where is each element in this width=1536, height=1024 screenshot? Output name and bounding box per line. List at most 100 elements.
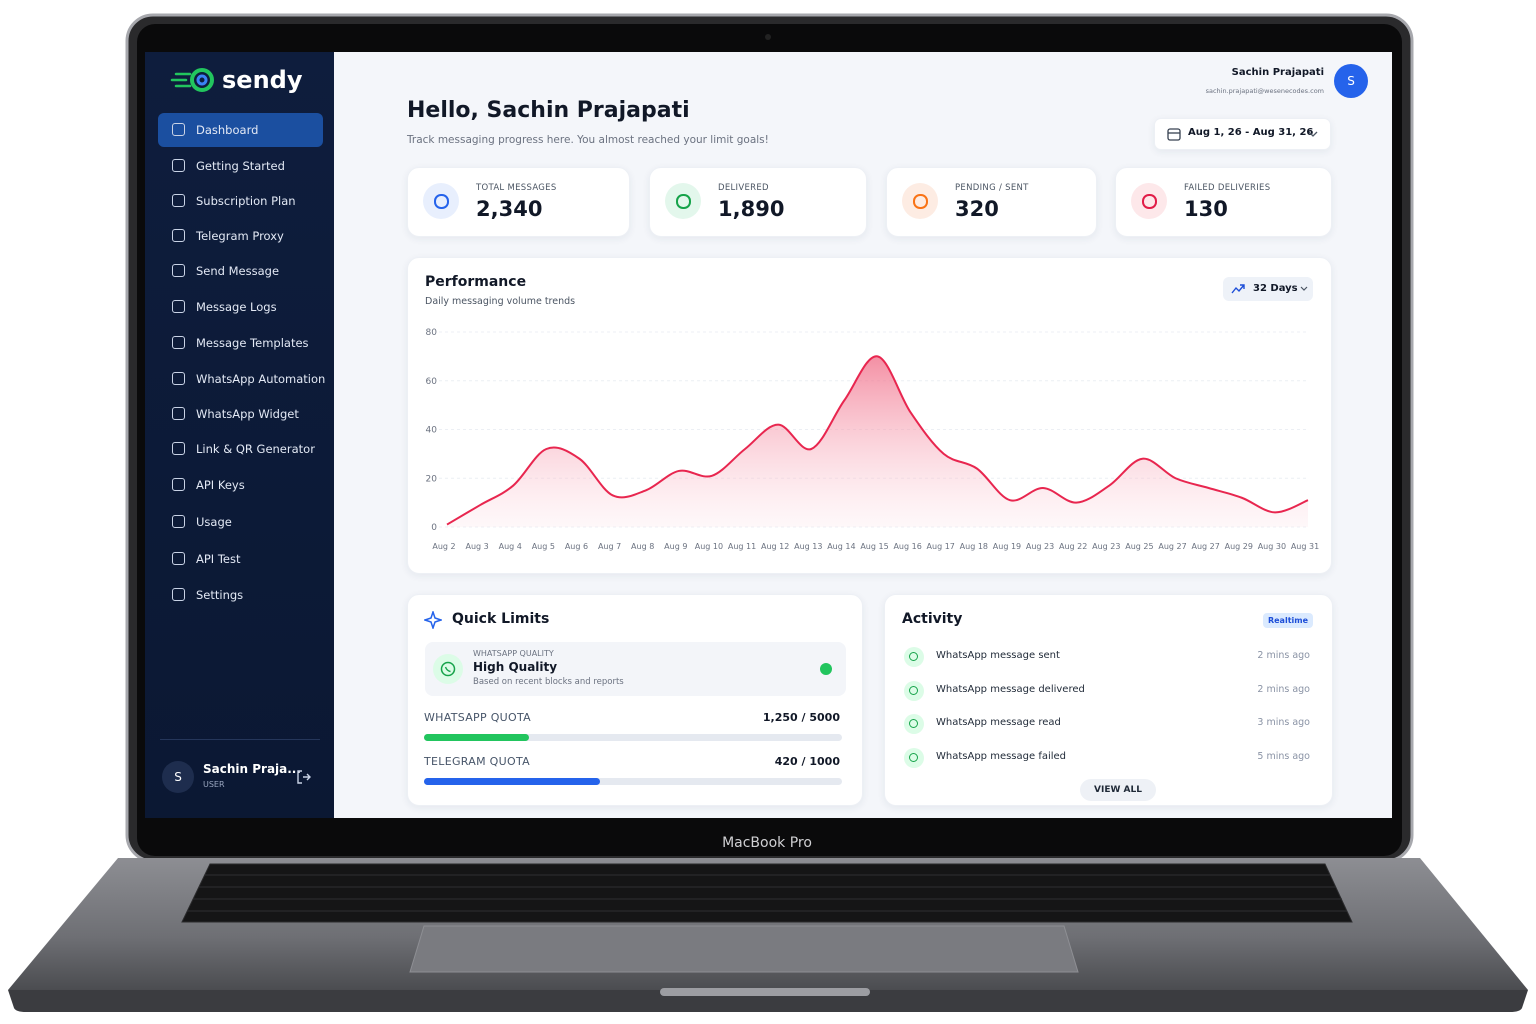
nav-icon xyxy=(172,588,185,601)
y-tick-label: 40 xyxy=(426,426,438,436)
nav-item[interactable]: Dashboard xyxy=(158,113,323,147)
nav-item[interactable]: Message Logs xyxy=(158,290,323,324)
quick-limits-card: Quick Limits WHATSAPP QUALITY High Quali… xyxy=(407,594,863,806)
activity-text: WhatsApp message sent xyxy=(936,650,1060,661)
chart-subtitle: Daily messaging volume trends xyxy=(425,296,576,307)
nav-label: API Keys xyxy=(196,478,245,492)
calendar-icon xyxy=(1167,128,1181,141)
x-tick-label: Aug 3 xyxy=(465,542,488,551)
nav-item[interactable]: API Keys xyxy=(158,468,323,502)
activity-time: 3 mins ago xyxy=(1257,717,1310,729)
activity-text: WhatsApp message failed xyxy=(936,751,1067,763)
activity-icon xyxy=(904,748,924,769)
quota-value: 1,250 / 5000 xyxy=(762,711,840,724)
range-button[interactable]: 32 Days xyxy=(1223,277,1313,301)
view-all-button[interactable]: VIEW ALL xyxy=(1080,779,1156,801)
nav-label: Telegram Proxy xyxy=(196,229,284,243)
activity-icon xyxy=(904,714,924,735)
chevron xyxy=(1300,286,1308,291)
nav-label: Getting Started xyxy=(196,159,285,173)
sidebar-avatar[interactable]: S xyxy=(162,761,194,793)
activity-title: Activity xyxy=(902,611,963,627)
nav-item[interactable]: API Test xyxy=(158,542,323,576)
quality-value: High Quality xyxy=(473,660,558,674)
x-tick-label: Aug 14 xyxy=(827,542,855,551)
nav-item[interactable]: Link & QR Generator xyxy=(158,432,323,466)
nav-item[interactable]: Settings xyxy=(158,578,323,612)
date-picker[interactable]: Aug 1, 26 - Aug 31, 26 xyxy=(1154,118,1331,150)
nav-item[interactable]: WhatsApp Widget xyxy=(158,397,323,431)
x-tick-label: Aug 27 xyxy=(1191,542,1219,551)
stat-label: FAILED DELIVERIES xyxy=(1184,183,1271,193)
stat-icon xyxy=(665,183,701,219)
stat-value: 1,890 xyxy=(718,197,785,221)
logout-icon[interactable] xyxy=(296,769,312,785)
x-tick-label: Aug 19 xyxy=(993,542,1021,551)
nav-label: Send Message xyxy=(196,264,280,278)
activity-glyph xyxy=(909,685,918,695)
sidebar-user-name: Sachin Praja... xyxy=(203,762,301,776)
nav-icon xyxy=(172,336,185,349)
stat-value: 320 xyxy=(955,197,999,221)
nav-item[interactable]: Telegram Proxy xyxy=(158,219,323,253)
nav-item[interactable]: Message Templates xyxy=(158,326,323,360)
nav-icon xyxy=(172,552,185,565)
header-avatar[interactable]: S xyxy=(1334,64,1368,98)
nav-item[interactable]: Getting Started xyxy=(158,149,323,183)
header-user-email: sachin.prajapati@wesenecodes.com xyxy=(1205,87,1324,95)
stat-card: DELIVERED 1,890 xyxy=(649,167,867,237)
quick-limits-title: Quick Limits xyxy=(452,611,550,627)
x-tick-label: Aug 23 xyxy=(1092,542,1120,551)
quota-fill xyxy=(424,734,529,741)
sidebar-user-role: USER xyxy=(203,780,225,789)
nav-icon xyxy=(172,300,185,313)
device-label: MacBook Pro xyxy=(722,835,812,851)
nav-label: Dashboard xyxy=(196,123,259,137)
x-tick-label: Aug 17 xyxy=(927,542,955,551)
nav-icon xyxy=(172,123,185,136)
x-tick-label: Aug 10 xyxy=(695,542,723,551)
sidebar xyxy=(145,52,334,818)
performance-chart: 0 20 40 60 80 Aug 2 Aug 3 Aug 4 Aug 5 Aug 6 Aug 7 A… xyxy=(426,328,1320,551)
x-tick-label: Aug 4 xyxy=(499,542,522,551)
x-tick-label: Aug 31 xyxy=(1291,542,1319,551)
nav-label: WhatsApp Automation xyxy=(196,372,326,386)
nav-icon xyxy=(172,194,185,207)
nav-item[interactable]: Usage xyxy=(158,505,323,539)
nav-label: Message Logs xyxy=(196,300,277,314)
nav-label: Message Templates xyxy=(196,336,309,350)
activity-glyph xyxy=(909,652,918,661)
date-range: Aug 1, 26 - Aug 31, 26 xyxy=(1188,127,1314,138)
x-tick-label: Aug 23 xyxy=(1026,542,1054,551)
nav-label: Link & QR Generator xyxy=(196,442,315,456)
nav-item[interactable]: Subscription Plan xyxy=(158,184,323,218)
x-tick-label: Aug 6 xyxy=(565,542,588,551)
x-tick-label: Aug 5 xyxy=(532,542,555,551)
nav-item[interactable]: WhatsApp Automation xyxy=(158,362,326,396)
nav-item[interactable]: Send Message xyxy=(158,254,323,288)
quota-track xyxy=(424,778,842,785)
nav-icon xyxy=(172,442,185,455)
nav-label: Subscription Plan xyxy=(196,194,296,208)
nav-label: Usage xyxy=(196,515,232,529)
x-tick-label: Aug 7 xyxy=(598,542,621,551)
x-tick-label: Aug 16 xyxy=(893,542,921,551)
quality-label: WHATSAPP QUALITY xyxy=(473,649,554,658)
x-tick-label: Aug 25 xyxy=(1125,542,1153,551)
stat-icon-glyph xyxy=(434,194,449,209)
x-tick-label: Aug 22 xyxy=(1059,542,1087,551)
x-tick-label: Aug 12 xyxy=(761,542,789,551)
activity-glyph xyxy=(909,753,918,763)
y-tick-label: 0 xyxy=(431,523,437,533)
header-user-name: Sachin Prajapati xyxy=(1231,67,1324,78)
x-tick-label: Aug 15 xyxy=(860,542,888,551)
quality-note: Based on recent blocks and reports xyxy=(473,677,624,687)
quota-name: TELEGRAM QUOTA xyxy=(424,755,530,768)
nav-icon xyxy=(172,159,185,172)
activity-time: 2 mins ago xyxy=(1257,683,1310,695)
stat-label: PENDING / SENT xyxy=(955,183,1029,193)
status-dot xyxy=(820,663,832,675)
x-tick-label: Aug 27 xyxy=(1158,542,1186,551)
stat-icon xyxy=(423,183,459,219)
quality-box: WHATSAPP QUALITY High Quality Based on r… xyxy=(425,642,846,696)
